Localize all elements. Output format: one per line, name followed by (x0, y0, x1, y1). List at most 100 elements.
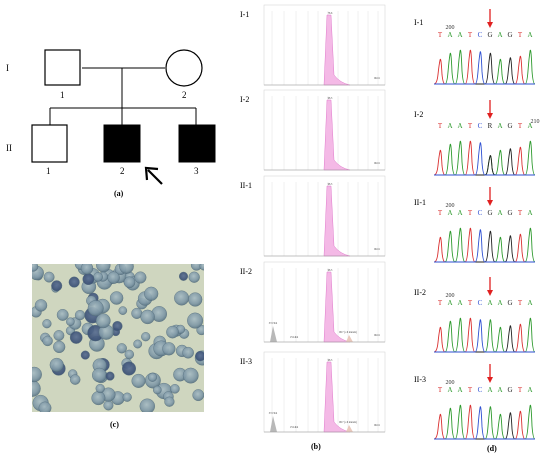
base-call: A (447, 386, 452, 394)
chromatogram-trace-T (433, 49, 535, 85)
red-blood-cell (34, 299, 48, 312)
sanger-label-I-2: I-2 (414, 110, 424, 119)
base-call: A (497, 386, 502, 394)
red-blood-cell (134, 271, 147, 284)
chromatogram-trace-A (434, 140, 536, 176)
proband-arrow-icon (144, 166, 163, 185)
red-blood-cell (174, 290, 190, 306)
panel-caption-c: (c) (110, 420, 119, 429)
base-call: A (487, 299, 492, 307)
chromatogram-trace-C (433, 319, 535, 353)
trace-label-I-2: I-2 (240, 95, 250, 104)
peak-annotation: 372.5bd (269, 322, 278, 325)
panel-caption-a: (a) (114, 189, 124, 198)
red-blood-cell (107, 271, 120, 284)
stained-cell (112, 320, 123, 332)
base-call: A (457, 31, 462, 39)
base-call: R (488, 122, 493, 130)
base-call: T (438, 122, 443, 130)
individual-label-I-2: 2 (182, 90, 187, 100)
red-blood-cell (80, 264, 94, 275)
peak-annotation: 153.4bd (290, 426, 299, 429)
base-call: A (447, 122, 452, 130)
red-blood-cell (192, 389, 204, 401)
chromatogram-trace-T (433, 317, 535, 353)
peak-annotation: 98.3 (328, 97, 333, 100)
peak-annotation: 98.3 (328, 359, 333, 362)
red-blood-cell (147, 372, 157, 382)
red-blood-cell (109, 291, 124, 305)
individual-label-II-1: 1 (46, 166, 51, 176)
peak-annotation: 98.3 (328, 269, 333, 272)
red-blood-cell (56, 309, 69, 321)
blood-smear-image (32, 264, 204, 412)
red-blood-cell (70, 374, 81, 385)
mutation-arrowhead-icon (487, 377, 493, 383)
red-blood-cell (32, 264, 39, 272)
red-blood-cell (42, 319, 52, 329)
base-call: G (507, 31, 512, 39)
mutation-arrowhead-icon (487, 113, 493, 119)
stained-cell (195, 350, 204, 362)
base-call: T (438, 299, 443, 307)
stained-cell (105, 371, 115, 381)
mutant-peak (346, 335, 353, 342)
panel-caption-b: (b) (311, 442, 321, 451)
chromatogram-trace-A (433, 317, 536, 353)
electropherogram-trace: 372.5bd 153.4bd 98.3 98.7 (c.6 mutant) 96.61 (263, 261, 386, 343)
chromatogram-trace-A (434, 404, 536, 440)
base-call: C (478, 386, 483, 394)
base-call: C (478, 299, 483, 307)
base-call: T (468, 299, 473, 307)
generation-I-label: I (6, 63, 9, 73)
red-blood-cell (119, 264, 134, 274)
base-call: T (468, 122, 473, 130)
base-call: G (507, 386, 512, 394)
sequence-position: 200 (446, 293, 455, 299)
base-call: G (507, 122, 512, 130)
peak-annotation: 98.7 (c.6 mutant) (339, 331, 357, 334)
red-blood-cell (53, 340, 66, 354)
base-call: A (447, 31, 452, 39)
red-blood-cell (139, 398, 155, 412)
sanger-label-II-2: II-2 (414, 288, 426, 297)
base-call: A (447, 209, 452, 217)
base-call: A (487, 386, 492, 394)
base-call: T (518, 386, 523, 394)
red-blood-cell (32, 366, 42, 383)
base-call: T (468, 209, 473, 217)
base-call: A (497, 209, 502, 217)
base-call: A (457, 299, 462, 307)
red-blood-cell (166, 325, 179, 339)
red-blood-cell (188, 292, 203, 307)
stained-cell (68, 276, 80, 288)
red-blood-cell (162, 342, 176, 356)
red-blood-cell (93, 272, 103, 282)
mutation-arrowhead-icon (487, 22, 493, 28)
red-blood-cell (182, 346, 194, 359)
red-blood-cell (38, 401, 52, 412)
red-blood-cell (95, 383, 105, 394)
base-call: A (457, 122, 462, 130)
base-call: C (478, 209, 483, 217)
trace-label-II-2: II-2 (240, 267, 252, 276)
trace-label-II-3: II-3 (240, 357, 252, 366)
chromatogram-trace-T (433, 227, 535, 263)
base-call: T (438, 31, 443, 39)
red-blood-cell (123, 276, 136, 289)
base-call: G (507, 209, 512, 217)
sequence-position: 210 (531, 119, 540, 125)
chromatogram-trace-A (434, 49, 536, 85)
individual-label-I-1: 1 (60, 90, 65, 100)
mutant-peak (346, 425, 353, 432)
red-blood-cell (116, 343, 127, 354)
base-call: G (507, 299, 512, 307)
individual-I-2-female-unaffected (165, 49, 203, 87)
peak-annotation: 96.61 (374, 77, 381, 80)
chromatogram-trace-C (434, 406, 535, 440)
sanger-label-II-1: II-1 (414, 198, 426, 207)
red-blood-cell (122, 392, 132, 402)
individual-II-1-male-unaffected (31, 124, 68, 163)
